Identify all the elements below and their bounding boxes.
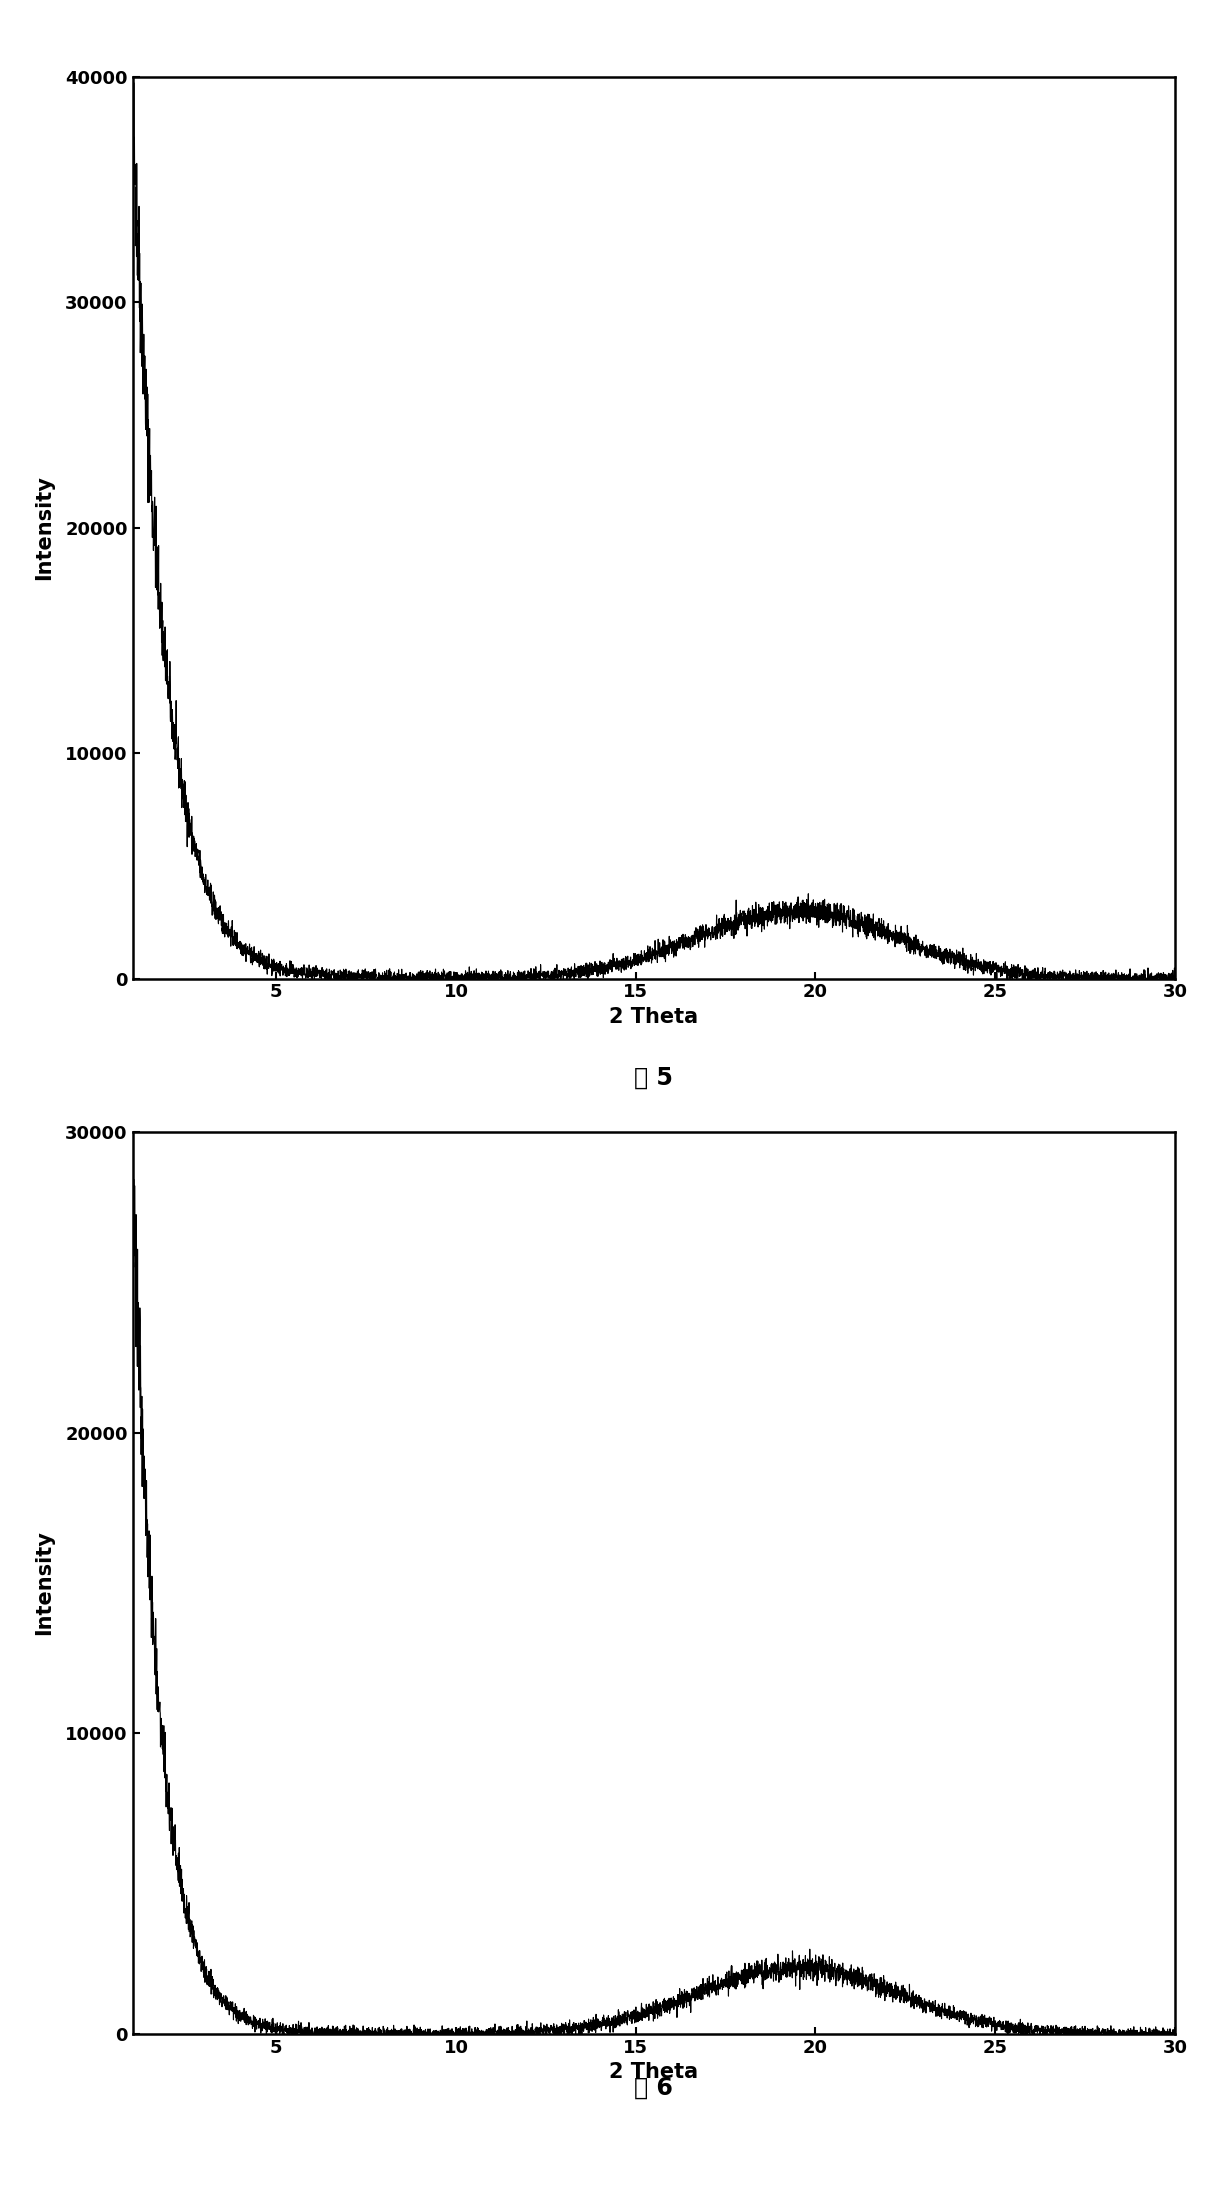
Text: 图 6: 图 6 [634, 2077, 674, 2101]
Y-axis label: Intensity: Intensity [34, 1530, 54, 1635]
X-axis label: 2 Theta: 2 Theta [610, 2061, 698, 2083]
X-axis label: 2 Theta: 2 Theta [610, 1008, 698, 1027]
Text: 图 5: 图 5 [634, 1067, 674, 1091]
Y-axis label: Intensity: Intensity [34, 474, 54, 579]
